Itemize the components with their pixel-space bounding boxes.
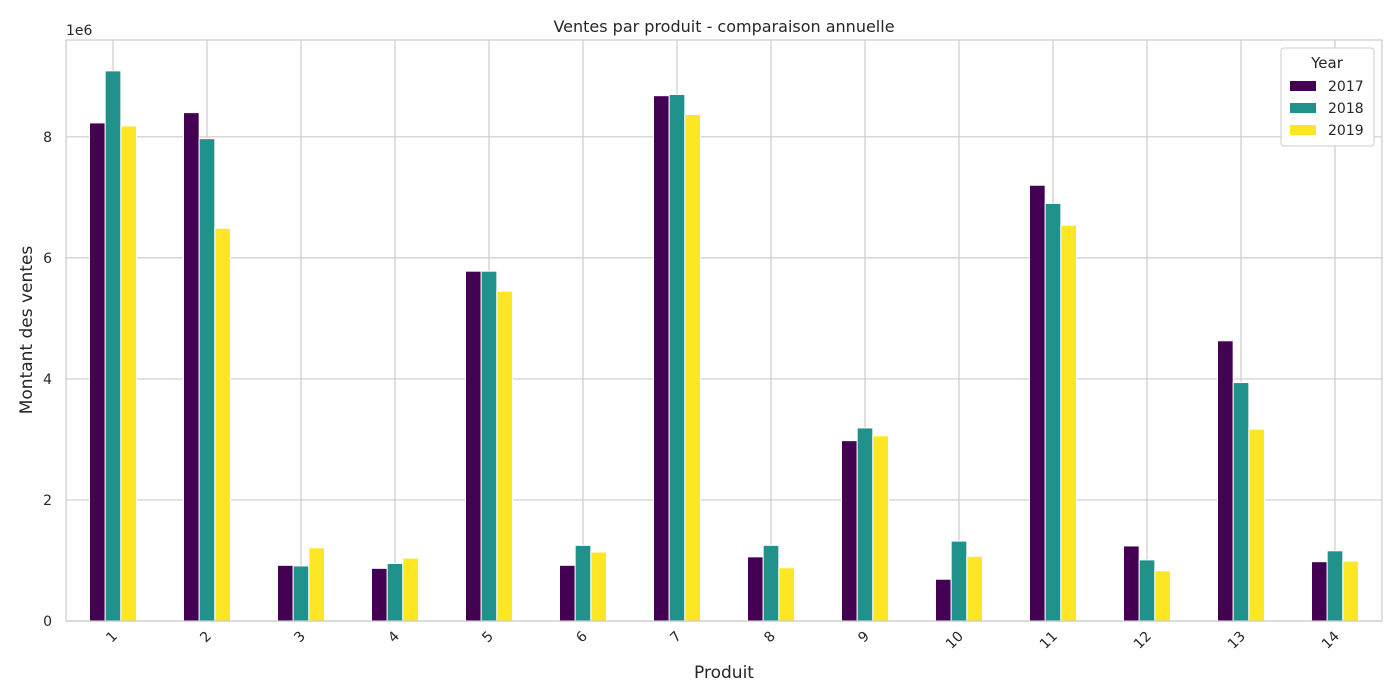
bar-2019-2	[214, 227, 231, 622]
x-tick-label: 10	[943, 629, 967, 653]
x-tick-label: 6	[573, 628, 591, 646]
y-tick-label: 8	[43, 130, 52, 146]
legend-swatch-2018	[1290, 103, 1316, 113]
plot-background	[66, 40, 1382, 621]
bar-2018-14	[1326, 550, 1344, 622]
legend: Year 2017 2018 2019	[1280, 47, 1375, 147]
bar-2017-6	[559, 564, 576, 622]
y-tick-label: 0	[43, 614, 52, 630]
x-tick-label: 5	[479, 629, 497, 647]
x-tick-label: 13	[1225, 629, 1249, 653]
bar-2018-11	[1044, 202, 1062, 622]
legend-label: 2019	[1328, 123, 1364, 139]
y-axis-ticks: 0 2 4 6 8	[43, 130, 52, 630]
bar-2018-3	[292, 565, 310, 622]
bar-2018-13	[1232, 382, 1250, 622]
bar-2018-12	[1138, 559, 1156, 622]
bar-2018-10	[950, 540, 968, 622]
x-tick-label: 14	[1319, 628, 1343, 652]
bar-2017-8	[747, 556, 764, 622]
bar-2018-5	[480, 270, 498, 622]
bar-2019-5	[496, 290, 514, 622]
bar-2017-13	[1217, 340, 1234, 622]
x-tick-label: 11	[1037, 629, 1061, 653]
x-axis-ticks: 1 2 3 4 5 6 7 8 9 10 11 12 13 14	[103, 628, 1343, 652]
bar-2019-3	[308, 547, 326, 622]
x-tick-label: 12	[1131, 629, 1155, 653]
bar-2019-4	[402, 557, 420, 622]
bar-2017-5	[465, 270, 482, 622]
bar-2018-9	[856, 427, 874, 622]
legend-swatch-2017	[1290, 81, 1316, 91]
bar-2019-12	[1154, 570, 1172, 622]
bar-2019-1	[120, 125, 138, 622]
bar-2017-1	[89, 122, 106, 622]
y-axis-label: Montant des ventes	[17, 246, 37, 415]
y-multiplier-label: 1e6	[66, 23, 93, 39]
chart-title: Ventes par produit - comparaison annuell…	[553, 17, 894, 36]
x-tick-label: 2	[197, 629, 215, 647]
bar-2019-8	[778, 567, 795, 622]
x-tick-label: 3	[291, 629, 309, 647]
bar-2019-6	[590, 551, 607, 622]
bar-2017-3	[277, 564, 294, 622]
x-tick-label: 8	[761, 629, 779, 647]
x-axis-label: Produit	[694, 663, 754, 683]
bar-2019-13	[1248, 428, 1266, 622]
bar-2017-12	[1123, 545, 1140, 622]
bar-2018-2	[198, 138, 216, 622]
bar-2019-7	[684, 113, 701, 622]
legend-swatch-2019	[1290, 125, 1316, 135]
x-tick-label: 9	[855, 629, 873, 647]
bar-2019-14	[1342, 560, 1360, 622]
y-tick-label: 6	[43, 251, 52, 267]
plot-frame	[65, 39, 1383, 622]
y-tick-label: 4	[43, 372, 52, 388]
bar-2019-10	[966, 555, 983, 622]
bar-2018-6	[574, 544, 592, 622]
legend-box	[1280, 47, 1375, 147]
legend-label: 2018	[1328, 101, 1364, 117]
bar-2017-2	[183, 112, 200, 622]
bar-2017-10	[935, 578, 952, 622]
bar-2017-7	[653, 95, 670, 622]
x-tick-label: 1	[103, 629, 121, 647]
y-tick-label: 2	[43, 493, 52, 509]
bar-2017-11	[1029, 184, 1046, 622]
bar-2017-4	[371, 567, 388, 622]
bar-2018-1	[104, 70, 122, 622]
bar-2017-14	[1311, 561, 1328, 622]
bar-2018-7	[668, 93, 686, 622]
bars	[89, 70, 1360, 622]
bar-2019-9	[872, 435, 889, 622]
x-tick-label: 7	[667, 629, 685, 647]
bar-2018-8	[762, 544, 780, 622]
bar-2019-11	[1060, 224, 1078, 622]
bar-2018-4	[386, 563, 404, 622]
legend-label: 2017	[1328, 79, 1364, 95]
bar-2017-9	[841, 440, 858, 622]
legend-title: Year	[1310, 54, 1344, 72]
x-tick-label: 4	[385, 628, 403, 646]
